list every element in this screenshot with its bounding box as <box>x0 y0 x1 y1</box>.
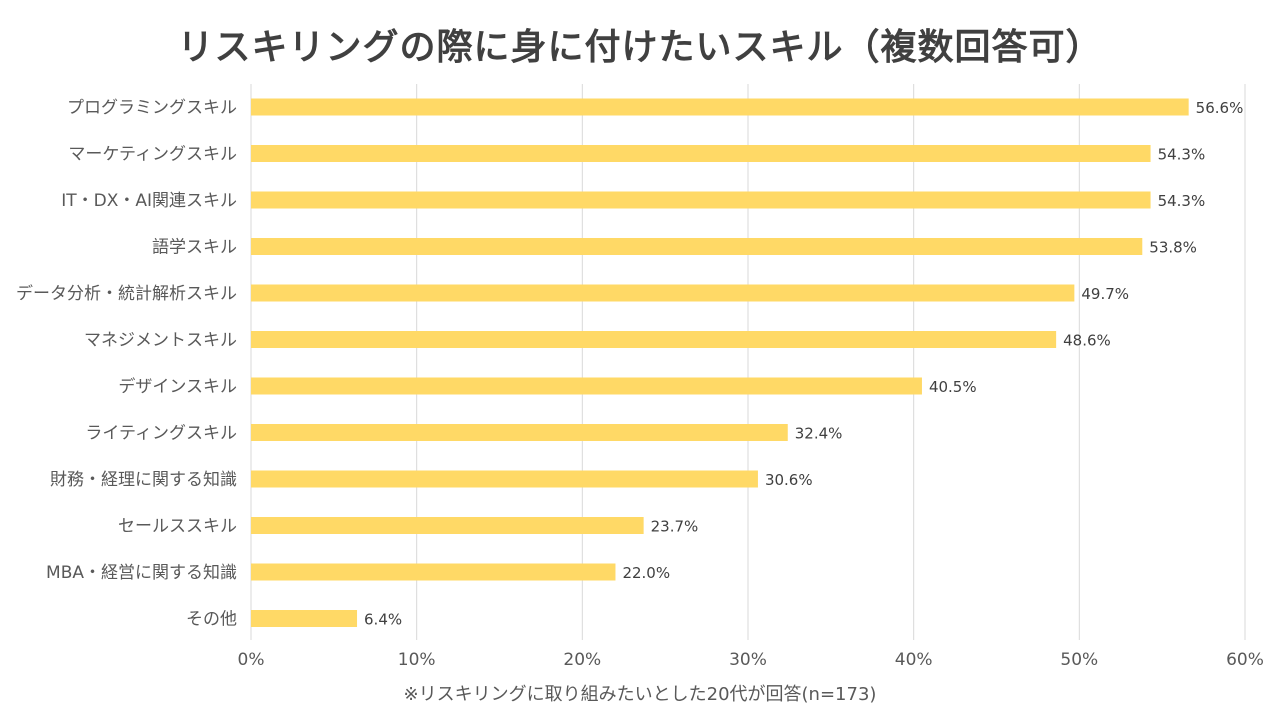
value-label: 56.6% <box>1196 99 1244 117</box>
x-tick-label: 20% <box>563 650 601 670</box>
value-label: 30.6% <box>765 471 813 489</box>
bar <box>251 610 358 627</box>
bar <box>251 284 1075 302</box>
bar <box>251 424 788 441</box>
category-label: 語学スキル <box>152 238 237 258</box>
x-tick-label: 40% <box>895 650 933 670</box>
category-label: 財務・経理に関する知識 <box>50 470 237 490</box>
value-label: 6.4% <box>364 611 402 629</box>
category-label: プログラミングスキル <box>67 98 237 118</box>
value-label: 53.8% <box>1149 239 1197 257</box>
x-tick-label: 60% <box>1226 650 1264 670</box>
value-label: 22.0% <box>622 564 670 582</box>
chart-title: リスキリングの際に身に付けたいスキル（複数回答可） <box>177 27 1103 68</box>
chart-footnote: ※リスキリングに取り組みたいとした20代が回答(n=173) <box>403 684 877 705</box>
bar <box>251 191 1151 209</box>
bar <box>251 377 922 395</box>
category-label: マネジメントスキル <box>84 331 237 351</box>
bar <box>251 98 1189 116</box>
category-label: IT・DX・AI関連スキル <box>61 191 237 211</box>
x-tick-label: 50% <box>1060 650 1098 670</box>
value-label: 49.7% <box>1081 285 1129 303</box>
value-label: 23.7% <box>651 518 699 536</box>
category-label: データ分析・統計解析スキル <box>16 283 237 304</box>
value-label: 40.5% <box>929 378 977 396</box>
x-tick-label: 0% <box>238 650 265 670</box>
bar <box>251 145 1151 162</box>
bar <box>251 563 616 581</box>
value-label: 54.3% <box>1158 146 1206 164</box>
category-label: マーケティングスキル <box>68 145 237 165</box>
category-label: MBA・経営に関する知識 <box>46 563 237 583</box>
value-label: 54.3% <box>1158 192 1206 210</box>
category-label: セールススキル <box>118 517 237 537</box>
bar <box>251 470 758 488</box>
category-label: ライティングスキル <box>85 424 237 444</box>
category-label: その他 <box>186 610 237 630</box>
x-tick-label: 10% <box>398 650 436 670</box>
category-label: デザインスキル <box>118 376 237 397</box>
value-label: 32.4% <box>795 425 843 443</box>
value-label: 48.6% <box>1063 332 1111 350</box>
bar <box>251 331 1057 348</box>
bar <box>251 238 1143 255</box>
x-tick-label: 30% <box>729 650 767 670</box>
bar <box>251 517 644 534</box>
